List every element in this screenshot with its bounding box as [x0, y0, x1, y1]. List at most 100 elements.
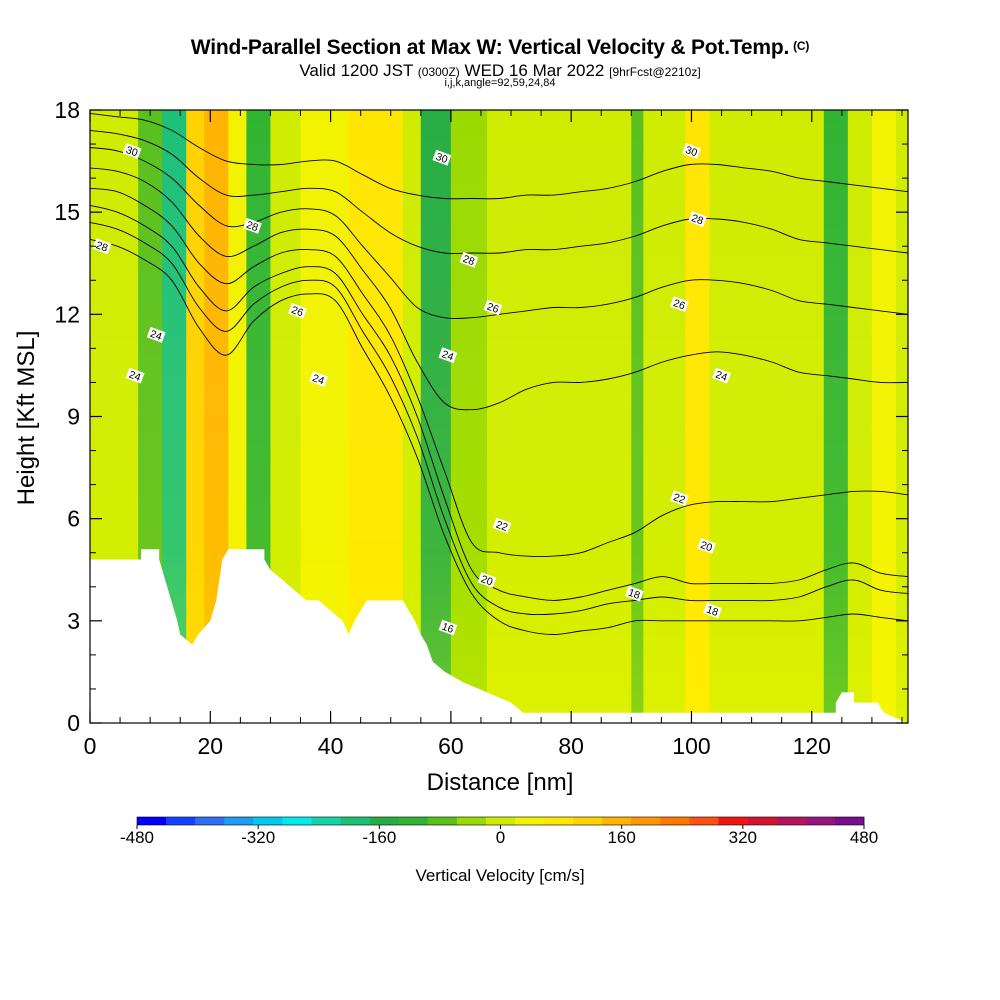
- colorbar-swatch: [340, 817, 371, 825]
- contour-label-bg: [438, 347, 458, 364]
- contour-label-text: 26: [485, 301, 500, 316]
- chart-title: Wind-Parallel Section at Max W: Vertical…: [0, 36, 1000, 60]
- contour-label-bg: [309, 371, 328, 387]
- colorbar-swatch: [747, 817, 778, 825]
- y-tick-label: 6: [67, 506, 80, 532]
- colorbar-swatch: [689, 817, 719, 825]
- y-tick-label: 3: [67, 608, 80, 634]
- contour-label-text: 26: [672, 297, 687, 312]
- chart-title-main: Wind-Parallel Section at Max W: Vertical…: [190, 36, 790, 59]
- colorbar-tick-label: 160: [607, 828, 635, 847]
- contour-label: 22: [492, 517, 512, 534]
- contour-label-bg: [288, 302, 307, 319]
- colorbar-tick-label: 0: [496, 828, 505, 847]
- contour-label-bg: [492, 517, 512, 534]
- contour-label: 24: [146, 326, 166, 343]
- contour-label-bg: [624, 585, 644, 602]
- chart-subtitle: Valid 1200 JST (0300Z) WED 16 Mar 2022 […: [0, 61, 1000, 81]
- theta-contour-18: [90, 221, 908, 616]
- contour-label-text: 24: [311, 372, 326, 387]
- valid-time-utc: (0300Z): [417, 65, 460, 79]
- colorbar-swatch: [660, 817, 690, 825]
- y-tick-label: 9: [67, 404, 80, 430]
- contour-label-text: 18: [705, 604, 720, 619]
- contour-label-text: 16: [440, 621, 455, 636]
- colorbar-label: Vertical Velocity [cm/s]: [415, 866, 584, 885]
- contour-label-text: 24: [440, 348, 455, 363]
- x-tick-label: 40: [318, 733, 344, 759]
- theta-contour-16: [90, 238, 908, 635]
- y-axis-label: Height [Kft MSL]: [13, 331, 40, 506]
- contour-label-text: 28: [690, 212, 705, 227]
- contour-label: 28: [243, 217, 262, 234]
- contour-label-bg: [122, 142, 142, 159]
- colorbar-tick-label: -320: [241, 828, 275, 847]
- x-tick-label: 0: [84, 733, 97, 759]
- contour-label-text: 28: [245, 219, 260, 234]
- contour-label-bg: [477, 572, 497, 588]
- contour-label: 16: [438, 619, 458, 636]
- contour-label: 18: [703, 602, 722, 619]
- theta-contour-20: [90, 204, 908, 601]
- contour-label: 26: [288, 302, 307, 319]
- y-tick-label: 12: [54, 301, 80, 327]
- contour-label: 20: [477, 572, 497, 588]
- x-tick-label: 20: [197, 733, 223, 759]
- colorbar-swatch: [573, 817, 603, 825]
- contour-label-text: 20: [479, 573, 494, 588]
- contour-label: 26: [483, 299, 503, 316]
- theta-contour-24: [90, 167, 908, 411]
- contour-label-text: 22: [494, 519, 509, 534]
- contour-label-text: 30: [124, 144, 139, 159]
- contour-label-bg: [438, 619, 458, 636]
- axes: 0 20 40 60 80 100 120 0 3 6 9 12 15 18: [54, 97, 908, 759]
- colorbar-swatch: [137, 817, 167, 825]
- contour-label: 24: [125, 367, 145, 384]
- contour-label: 28: [92, 238, 112, 255]
- contour-label-text: 20: [699, 539, 714, 554]
- contour-label-text: 30: [434, 151, 449, 166]
- colorbar-swatch: [544, 817, 574, 825]
- contour-label-bg: [712, 367, 731, 384]
- colorbar-swatch: [427, 817, 458, 825]
- contour-label: 30: [432, 149, 452, 166]
- contour-label-text: 30: [684, 144, 699, 159]
- contour-label-text: 26: [290, 304, 305, 319]
- colorbar-swatch: [253, 817, 283, 825]
- contour-label: 18: [624, 585, 644, 602]
- contour-label: 28: [688, 211, 707, 227]
- x-tick-label: 100: [672, 733, 710, 759]
- colorbar-swatch: [805, 817, 836, 825]
- theta-contour-22: [90, 187, 908, 557]
- contour-label: 20: [697, 537, 716, 554]
- colorbar-tick-label: -480: [120, 828, 154, 847]
- y-tick-label: 0: [67, 710, 80, 736]
- colorbar-swatch: [166, 817, 196, 825]
- contour-labels: 30 30 30 28 28 28 28 26 26 26 24 24 24 24 24 22 22 20 20 18…: [92, 142, 731, 636]
- theta-contours: [90, 112, 908, 635]
- contour-label-bg: [92, 238, 112, 255]
- colorbar-swatch: [776, 817, 807, 825]
- contour-label-text: 28: [461, 253, 476, 268]
- colorbar-swatch: [834, 817, 865, 825]
- grid-indices: i,j,k,angle=92,59,24,84: [444, 77, 556, 89]
- contour-label-bg: [459, 251, 479, 268]
- valid-time-prefix: Valid 1200 JST: [299, 61, 414, 80]
- contour-label-text: 22: [672, 491, 687, 506]
- colorbar-swatch: [282, 817, 312, 825]
- contour-label-bg: [682, 142, 701, 159]
- colorbar-swatch: [718, 817, 749, 825]
- colorbar-swatch: [398, 817, 429, 825]
- colorbar-swatch: [195, 817, 225, 825]
- colorbar-swatch: [311, 817, 341, 825]
- terrain: [90, 549, 908, 723]
- x-tick-label: 60: [438, 733, 464, 759]
- contour-label-bg: [483, 299, 503, 316]
- contour-label-bg: [688, 211, 707, 227]
- contour-label: 24: [438, 347, 458, 364]
- contour-label-text: 18: [626, 587, 641, 602]
- contour-label-text: 24: [127, 369, 142, 384]
- x-tick-label: 80: [558, 733, 584, 759]
- copyright-mark: (C): [793, 39, 810, 53]
- contour-label-bg: [670, 296, 689, 313]
